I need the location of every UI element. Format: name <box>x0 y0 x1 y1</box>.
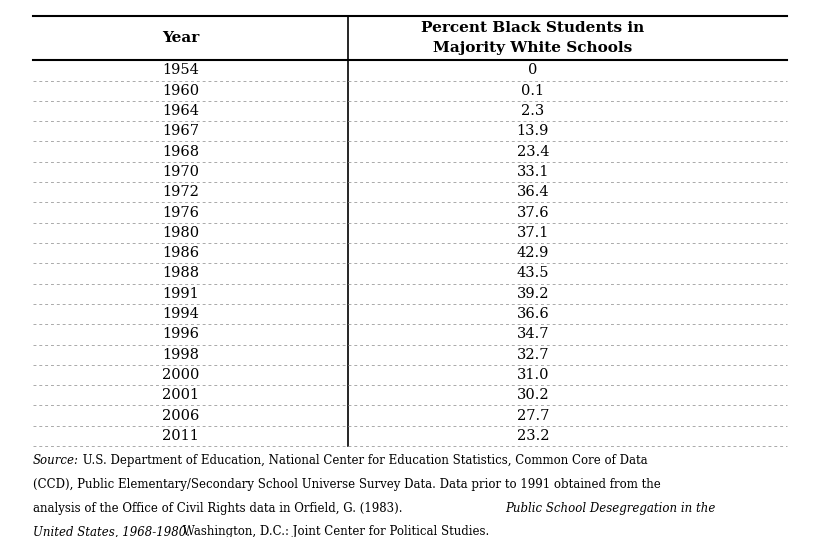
Text: 39.2: 39.2 <box>516 287 549 301</box>
Text: 1964: 1964 <box>162 104 199 118</box>
Text: 23.2: 23.2 <box>516 429 549 443</box>
Text: 1988: 1988 <box>162 266 199 280</box>
Text: 2000: 2000 <box>162 368 199 382</box>
Text: 37.6: 37.6 <box>516 206 549 220</box>
Text: 2011: 2011 <box>162 429 199 443</box>
Text: United States, 1968-1980.: United States, 1968-1980. <box>33 525 190 537</box>
Text: 2006: 2006 <box>162 409 199 423</box>
Text: 36.4: 36.4 <box>516 185 549 199</box>
Text: 33.1: 33.1 <box>516 165 549 179</box>
Text: 43.5: 43.5 <box>516 266 549 280</box>
Text: 1972: 1972 <box>162 185 199 199</box>
Text: 1970: 1970 <box>162 165 199 179</box>
Text: 0.1: 0.1 <box>521 84 544 98</box>
Text: 1954: 1954 <box>162 63 199 77</box>
Text: Public School Desegregation in the: Public School Desegregation in the <box>505 502 715 514</box>
Text: 34.7: 34.7 <box>516 328 549 342</box>
Text: 2001: 2001 <box>162 388 199 402</box>
Text: (CCD), Public Elementary/Secondary School Universe Survey Data. Data prior to 19: (CCD), Public Elementary/Secondary Schoo… <box>33 478 661 491</box>
Text: 30.2: 30.2 <box>516 388 549 402</box>
Text: 1968: 1968 <box>162 144 199 158</box>
Text: 1996: 1996 <box>162 328 199 342</box>
Text: Percent Black Students in
Majority White Schools: Percent Black Students in Majority White… <box>422 21 644 55</box>
Text: Year: Year <box>162 31 199 45</box>
Text: 1967: 1967 <box>162 124 199 139</box>
Text: U.S. Department of Education, National Center for Education Statistics, Common C: U.S. Department of Education, National C… <box>79 454 647 467</box>
Text: 42.9: 42.9 <box>516 246 549 260</box>
Text: analysis of the Office of Civil Rights data in Orfield, G. (1983).: analysis of the Office of Civil Rights d… <box>33 502 406 514</box>
Text: 1998: 1998 <box>162 347 199 362</box>
Text: 1980: 1980 <box>162 226 199 240</box>
Text: 36.6: 36.6 <box>516 307 549 321</box>
Text: 31.0: 31.0 <box>516 368 549 382</box>
Text: 1976: 1976 <box>162 206 199 220</box>
Text: 13.9: 13.9 <box>516 124 549 139</box>
Text: 23.4: 23.4 <box>516 144 549 158</box>
Text: 32.7: 32.7 <box>516 347 549 362</box>
Text: 0: 0 <box>528 63 538 77</box>
Text: 1994: 1994 <box>162 307 199 321</box>
Text: 37.1: 37.1 <box>516 226 549 240</box>
Text: Washington, D.C.: Joint Center for Political Studies.: Washington, D.C.: Joint Center for Polit… <box>178 525 489 537</box>
Text: 1986: 1986 <box>162 246 199 260</box>
Text: Source:: Source: <box>33 454 79 467</box>
Text: 1991: 1991 <box>162 287 198 301</box>
Text: 1960: 1960 <box>162 84 199 98</box>
Text: 2.3: 2.3 <box>521 104 544 118</box>
Text: 27.7: 27.7 <box>516 409 549 423</box>
